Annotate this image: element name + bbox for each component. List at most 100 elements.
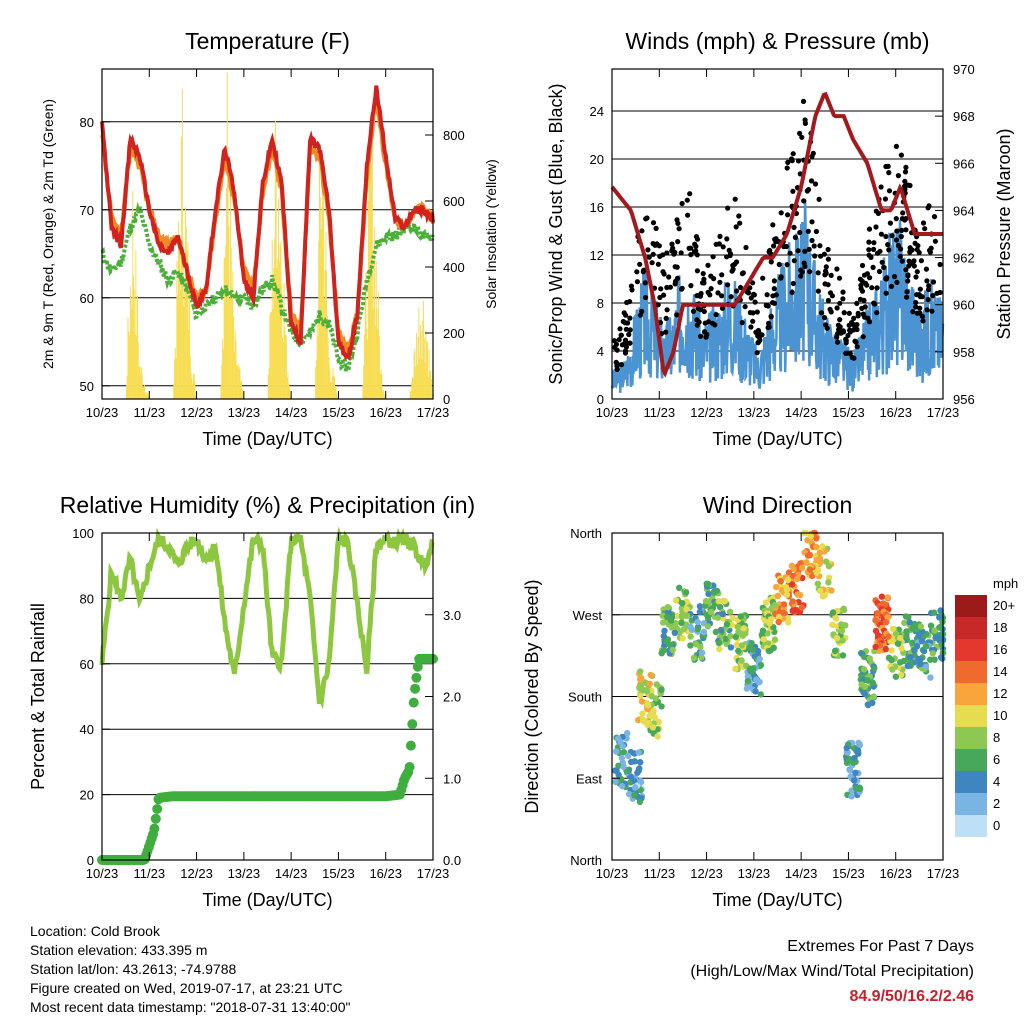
direction-point xyxy=(667,617,675,624)
series-line-2 xyxy=(100,201,435,377)
direction-point xyxy=(721,598,728,605)
x-tick-label: 16/23 xyxy=(879,405,912,420)
direction-point xyxy=(690,654,697,662)
gust-point xyxy=(905,182,911,188)
direction-point xyxy=(770,644,777,652)
direction-point xyxy=(729,614,736,622)
extremes-subtitle: (High/Low/Max Wind/Total Precipitation) xyxy=(690,963,974,980)
gust-point xyxy=(805,228,811,234)
direction-point xyxy=(789,607,796,614)
gust-point xyxy=(917,310,923,316)
panel-title-0: Temperature (F) xyxy=(185,28,350,54)
gust-point xyxy=(642,280,648,286)
direction-point xyxy=(831,647,839,655)
gust-point xyxy=(730,262,736,269)
direction-point xyxy=(660,632,667,640)
y-tick-label: 0 xyxy=(597,392,604,407)
direction-point xyxy=(637,759,644,766)
gust-point xyxy=(778,210,784,216)
x-tick-label: 13/23 xyxy=(228,866,261,881)
gust-point xyxy=(719,272,725,278)
gust-point xyxy=(675,220,681,226)
y-tick-label: 4 xyxy=(597,344,604,359)
gust-point xyxy=(771,300,778,306)
direction-point xyxy=(712,628,720,636)
gust-point xyxy=(886,247,892,253)
direction-point xyxy=(784,576,792,584)
gust-point xyxy=(857,276,864,282)
gust-point xyxy=(701,276,707,282)
direction-point xyxy=(878,593,886,600)
gust-point xyxy=(883,163,889,170)
gust-point xyxy=(784,262,790,268)
legend-swatch xyxy=(955,595,987,617)
x-tick-label: 14/23 xyxy=(785,405,818,420)
direction-point xyxy=(906,619,913,626)
gust-point xyxy=(669,241,675,247)
gust-point xyxy=(712,322,718,328)
direction-point xyxy=(884,614,891,621)
gust-point xyxy=(702,329,708,335)
direction-point xyxy=(715,639,723,647)
panel-0 xyxy=(100,68,435,400)
gust-point xyxy=(922,226,928,232)
gust-point xyxy=(859,262,866,269)
direction-point xyxy=(631,784,639,791)
direction-point xyxy=(902,613,910,620)
x-tick-label: 11/23 xyxy=(643,866,675,881)
gust-point xyxy=(754,309,760,315)
direction-point xyxy=(687,642,694,649)
direction-point xyxy=(734,641,741,649)
direction-point xyxy=(744,673,752,680)
legend-label: 18 xyxy=(993,620,1007,635)
gust-point xyxy=(846,310,852,316)
direction-point xyxy=(813,543,820,551)
gust-point xyxy=(653,225,659,231)
gust-point xyxy=(657,294,663,301)
direction-point xyxy=(653,681,660,688)
gust-point xyxy=(859,305,865,311)
direction-point xyxy=(655,718,662,725)
y-axis-label: Percent & Total Rainfall xyxy=(28,603,48,790)
x-tick-label: 14/23 xyxy=(275,866,308,881)
gust-point xyxy=(894,228,900,234)
gust-point xyxy=(643,294,649,301)
y-tick-label: West xyxy=(573,608,603,623)
direction-point xyxy=(734,623,742,630)
gust-point xyxy=(623,326,629,332)
gust-point xyxy=(840,296,846,302)
direction-point xyxy=(625,790,633,798)
gust-point xyxy=(733,259,740,265)
x-tick-label: 17/23 xyxy=(927,405,960,420)
direction-point xyxy=(857,785,864,793)
gust-point xyxy=(664,250,670,256)
plot-frame xyxy=(611,68,944,400)
gust-point xyxy=(694,236,701,242)
x-tick-label: 12/23 xyxy=(690,405,723,420)
legend-label: 16 xyxy=(993,642,1007,657)
gust-point xyxy=(790,188,796,194)
gust-point xyxy=(821,315,828,321)
gust-point xyxy=(893,143,900,149)
legend-label: 4 xyxy=(993,774,1000,789)
gust-point xyxy=(627,315,633,321)
gust-point xyxy=(889,233,895,239)
direction-point xyxy=(850,777,858,784)
direction-point xyxy=(715,598,723,605)
legend-title: mph xyxy=(993,576,1018,591)
direction-point xyxy=(829,621,836,628)
gust-point xyxy=(864,271,871,277)
direction-point xyxy=(722,635,729,643)
extremes-title: Extremes For Past 7 Days xyxy=(787,938,974,955)
gust-point xyxy=(729,268,735,274)
gust-point xyxy=(765,325,771,331)
gust-point xyxy=(655,261,662,267)
gust-point xyxy=(804,188,810,194)
direction-point xyxy=(698,649,706,656)
direction-point xyxy=(613,767,620,774)
gust-point xyxy=(690,308,697,314)
gust-point xyxy=(893,216,899,222)
gust-point xyxy=(760,275,766,281)
gust-point xyxy=(768,259,774,265)
direction-point xyxy=(711,589,718,596)
